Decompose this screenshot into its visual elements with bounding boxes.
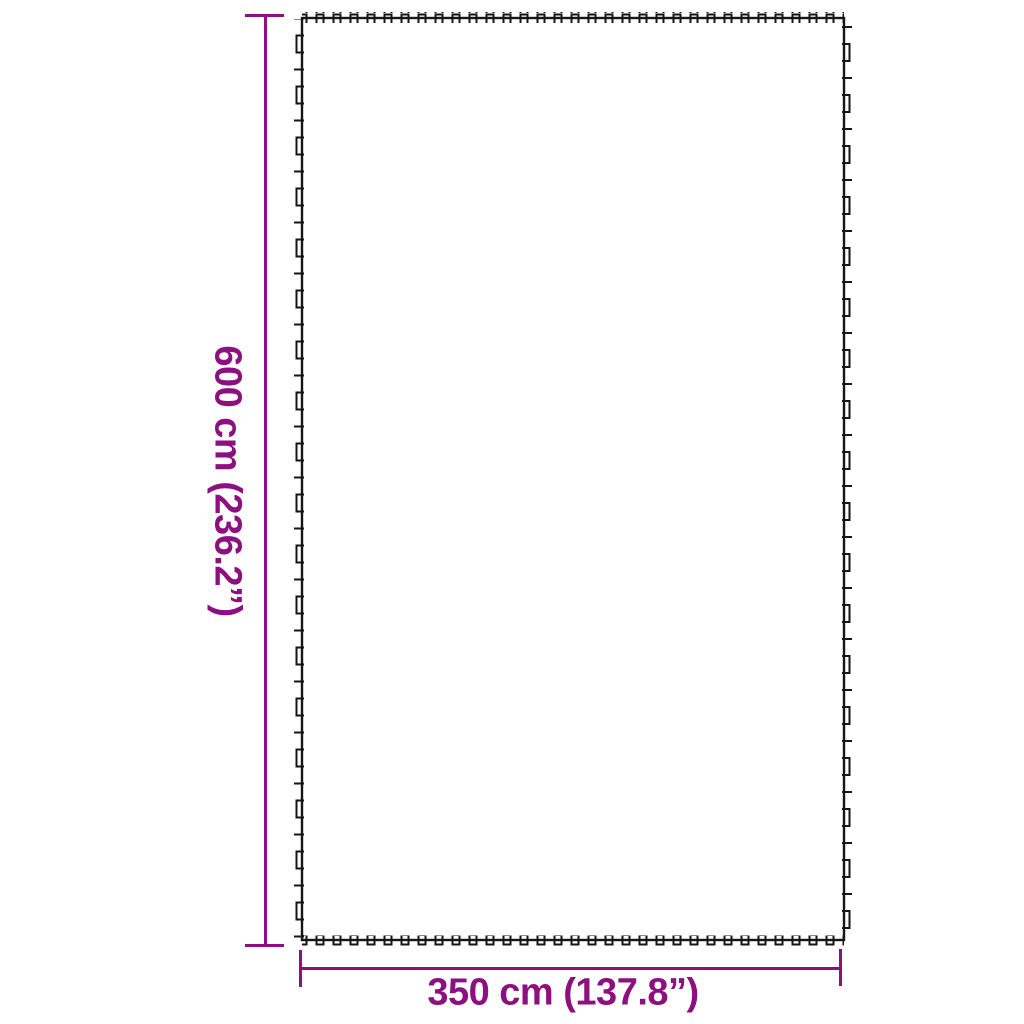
vertical-dimension-line <box>264 15 267 946</box>
vertical-dimension-label: 600 cm (236.2”) <box>206 345 249 617</box>
mesh-body <box>300 16 846 942</box>
horizontal-dimension-line <box>300 967 841 970</box>
horizontal-dimension-label: 350 cm (137.8”) <box>427 971 699 1014</box>
horizontal-dimension-cap-right <box>839 949 842 986</box>
vertical-dimension-cap-bottom <box>245 944 284 947</box>
